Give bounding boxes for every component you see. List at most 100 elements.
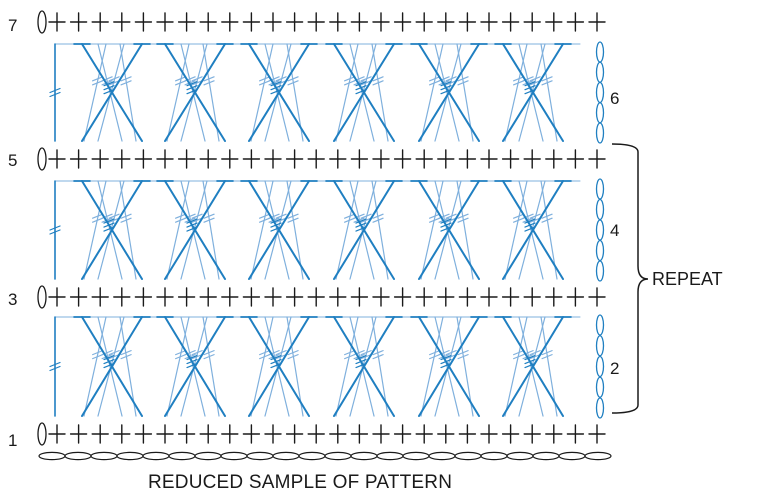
light-treble-mark: [360, 354, 372, 360]
dark-treble-mark: [103, 354, 115, 361]
light-treble-mark: [191, 217, 203, 223]
chain-stitch: [142, 451, 170, 461]
light-treble-stitch: [540, 180, 558, 280]
light-treble-mark: [175, 217, 187, 223]
dark-treble-mark: [103, 226, 115, 232]
dark-treble-mark: [524, 81, 536, 87]
light-treble-stitch: [335, 316, 359, 417]
light-treble-mark: [191, 80, 203, 86]
light-treble-mark: [360, 80, 372, 86]
chain-stitch: [454, 451, 482, 461]
light-treble-mark: [445, 354, 457, 360]
light-treble-stitch: [286, 43, 304, 142]
turning-chain-loop: [595, 198, 605, 221]
light-treble-stitch: [518, 180, 544, 280]
light-treble-stitch: [202, 43, 220, 142]
dark-crossed-treble: [418, 43, 480, 142]
chain-stitch: [558, 451, 586, 461]
dark-treble-mark: [355, 85, 367, 91]
left-vertical-stitch-mark: [49, 365, 61, 372]
turning-chain-loop: [595, 102, 605, 124]
light-treble-mark: [429, 213, 441, 219]
chain-stitch: [480, 451, 508, 461]
dark-treble-mark: [270, 89, 282, 95]
light-treble-stitch: [166, 316, 190, 417]
light-treble-stitch: [97, 316, 123, 417]
dark-treble-mark: [355, 362, 367, 369]
chain-stitch: [428, 451, 456, 461]
light-treble-mark: [120, 76, 132, 82]
dark-treble-mark: [270, 218, 282, 224]
light-treble-mark: [275, 213, 287, 219]
light-treble-stitch: [264, 316, 290, 417]
turning-chain-loop: [595, 41, 605, 63]
light-treble-stitch: [286, 316, 304, 417]
row-number-3: 3: [8, 290, 17, 309]
light-treble-mark: [344, 350, 356, 356]
light-treble-stitch: [119, 43, 137, 142]
dark-crossed-treble: [502, 180, 564, 280]
single-crochet-rows: [48, 12, 606, 444]
light-treble-mark: [287, 217, 299, 223]
light-treble-mark: [541, 80, 553, 86]
chain-stitch: [272, 451, 300, 461]
turning-chain-loop: [595, 81, 605, 104]
dark-treble-mark: [186, 354, 198, 361]
light-treble-mark: [429, 80, 441, 86]
dark-treble-mark: [440, 81, 452, 87]
light-treble-stitch: [456, 43, 474, 142]
light-treble-mark: [259, 350, 271, 356]
chain-stitch: [116, 451, 144, 461]
light-treble-mark: [344, 354, 356, 360]
dark-crossed-treble: [248, 316, 310, 417]
light-treble-stitch: [250, 43, 274, 142]
light-treble-stitch: [166, 180, 190, 280]
dark-crossed-treble: [164, 43, 226, 142]
light-treble-mark: [457, 213, 469, 219]
light-treble-mark: [92, 217, 104, 223]
light-treble-stitch: [434, 180, 460, 280]
light-treble-stitch: [180, 316, 206, 417]
light-treble-mark: [541, 354, 553, 360]
dark-treble-mark: [524, 358, 536, 365]
turning-chain-loop: [595, 178, 605, 200]
background-cross-stitches: [54, 43, 581, 417]
light-treble-mark: [429, 354, 441, 360]
light-treble-mark: [203, 76, 215, 82]
row-number-7: 7: [8, 16, 17, 35]
light-treble-mark: [457, 354, 469, 360]
light-treble-mark: [259, 213, 271, 219]
light-treble-stitch: [202, 180, 220, 280]
light-treble-mark: [108, 80, 120, 86]
light-treble-stitch: [349, 316, 375, 417]
dark-treble-mark: [524, 226, 536, 232]
chain-stitch: [350, 451, 378, 461]
light-treble-mark: [120, 217, 132, 223]
dark-crossed-treble: [333, 43, 395, 142]
dark-treble-mark: [524, 362, 536, 369]
light-treble-stitch: [83, 180, 107, 280]
light-treble-mark: [541, 213, 553, 219]
dark-treble-mark: [186, 81, 198, 87]
light-treble-mark: [175, 80, 187, 86]
dark-treble-mark: [524, 85, 536, 91]
light-treble-mark: [513, 213, 525, 219]
foundation-chain: [38, 451, 612, 461]
light-treble-stitch: [420, 180, 444, 280]
dark-crossed-treble: [164, 316, 226, 417]
light-treble-mark: [445, 76, 457, 82]
light-treble-mark: [275, 76, 287, 82]
dark-crossed-treble: [81, 316, 143, 417]
light-treble-mark: [203, 213, 215, 219]
light-treble-mark: [175, 213, 187, 219]
light-treble-mark: [191, 350, 203, 356]
chain-stitch: [506, 451, 534, 461]
light-treble-mark: [360, 213, 372, 219]
light-treble-mark: [445, 350, 457, 356]
light-treble-mark: [429, 217, 441, 223]
dark-treble-mark: [355, 89, 367, 95]
light-treble-stitch: [371, 316, 389, 417]
dark-treble-mark: [355, 358, 367, 365]
dark-treble-mark: [355, 226, 367, 232]
chain-stitch: [220, 451, 248, 461]
